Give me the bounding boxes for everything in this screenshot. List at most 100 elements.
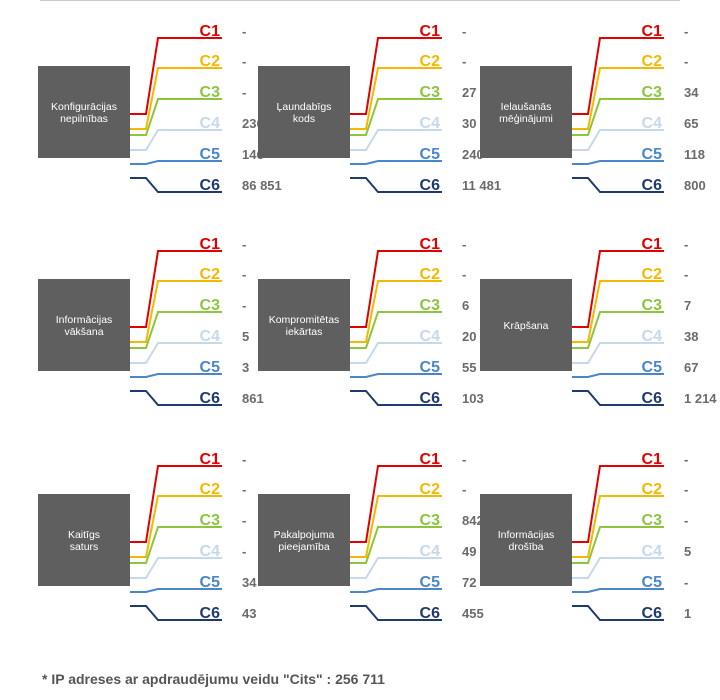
level-label: C5 [642,574,663,591]
level-label: C5 [642,146,663,163]
level-line [350,177,442,193]
level-line [572,390,664,406]
level-label: C4 [420,543,441,560]
level-line [130,342,222,364]
level-label: C6 [642,390,663,407]
level-label: C2 [420,266,441,283]
level-label: C6 [200,605,221,622]
level-line [572,526,664,564]
level-label: C1 [642,451,663,468]
level-line [572,373,664,378]
level-label: C5 [200,574,221,591]
level-value: 72 [462,575,476,590]
level-value: 34 [684,85,699,100]
level-line [572,160,664,165]
level-line [350,129,442,151]
level-line [130,129,222,151]
category-label: Informācijas [498,529,555,541]
level-line [130,605,222,621]
level-label: C5 [642,359,663,376]
level-label: C4 [200,328,221,345]
level-value: - [242,452,246,467]
level-line [350,311,442,349]
category-label: drošība [508,541,543,553]
footnote: * IP adreses ar apdraudējumu veidu "Cits… [42,671,385,687]
level-line [130,526,222,564]
level-line [130,37,222,115]
level-value: 49 [462,544,476,559]
level-line [130,67,222,130]
level-value: - [462,237,466,252]
category-label: Ielaušanās [501,101,552,113]
level-value: 861 [242,391,264,406]
level-value: - [462,24,466,39]
level-label: C5 [420,574,441,591]
level-line [350,67,442,130]
level-label: C3 [200,297,221,314]
level-line [350,160,442,165]
level-value: - [462,482,466,497]
level-label: C2 [200,481,221,498]
category-box [38,494,130,586]
level-value: 103 [462,391,484,406]
level-label: C4 [200,115,221,132]
level-value: 27 [462,85,476,100]
level-line [572,311,664,349]
level-value: - [462,452,466,467]
level-line [572,129,664,151]
level-label: C6 [642,177,663,194]
level-label: C3 [420,297,441,314]
level-label: C3 [642,512,663,529]
category-label: Informācijas [56,314,113,326]
level-value: - [684,513,688,528]
level-label: C6 [420,605,441,622]
level-line [130,177,222,193]
level-value: 38 [684,329,698,344]
level-line [572,557,664,579]
level-line [572,98,664,136]
level-value: - [684,237,688,252]
level-value: 118 [684,147,705,162]
level-value: 20 [462,329,476,344]
level-line [130,250,222,328]
level-line [350,280,442,343]
top-border-line [40,0,680,1]
level-line [350,250,442,328]
category-label: Konfigurācijas [51,101,117,113]
level-line [350,495,442,558]
level-label: C5 [200,146,221,163]
level-value: 842 [462,513,484,528]
category-box [258,494,350,586]
level-value: - [684,267,688,282]
level-label: C3 [420,84,441,101]
level-line [130,557,222,579]
level-label: C6 [420,390,441,407]
level-label: C4 [642,328,663,345]
category-box [480,66,572,158]
level-value: - [462,267,466,282]
level-value: - [684,482,688,497]
level-line [130,160,222,165]
level-value: 455 [462,606,484,621]
level-label: C5 [200,359,221,376]
level-value: - [242,24,246,39]
level-line [572,280,664,343]
level-value: - [684,24,688,39]
level-value: 1 [684,606,691,621]
level-label: C1 [642,23,663,40]
category-label: saturs [70,541,99,553]
level-label: C6 [200,390,221,407]
level-line [130,311,222,349]
level-value: 7 [684,298,691,313]
level-line [350,465,442,543]
level-value: - [684,575,688,590]
category-label: mēģinājumi [499,112,553,125]
level-value: 55 [462,360,476,375]
level-value: 43 [242,606,256,621]
category-box [480,279,572,371]
category-box [258,66,350,158]
level-value: - [684,452,688,467]
level-value: 11 481 [462,178,501,193]
level-value: 34 [242,575,257,590]
